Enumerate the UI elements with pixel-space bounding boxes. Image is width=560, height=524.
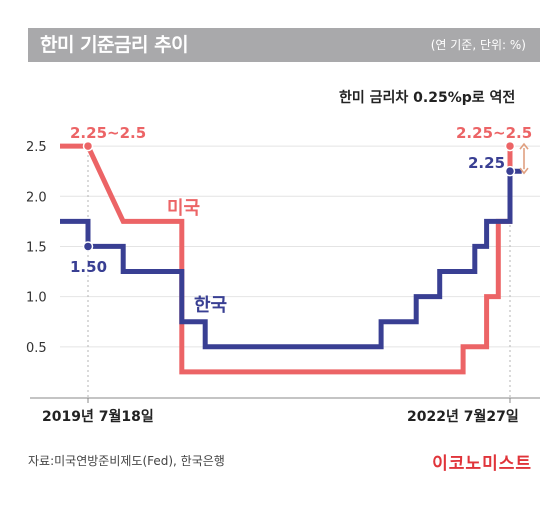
us-end-marker bbox=[504, 140, 516, 152]
gap-arrow-head-bottom bbox=[519, 167, 529, 175]
us-start-marker bbox=[82, 140, 94, 152]
brand-logo: 이코노미스트 bbox=[432, 454, 532, 474]
series-line-0 bbox=[60, 143, 513, 375]
y-tick-label: 2.5 bbox=[26, 140, 47, 155]
series-name-kr: 한국 bbox=[194, 295, 227, 316]
series-name-us: 미국 bbox=[167, 198, 200, 219]
header-bar bbox=[28, 28, 540, 62]
x-label-end: 2022년 7월27일 bbox=[407, 408, 519, 425]
kr-start-marker bbox=[82, 241, 94, 252]
annotation-text: 한미 금리차 0.25%p로 역전 bbox=[339, 89, 515, 106]
gap-arrow-head-top bbox=[519, 142, 529, 150]
y-tick-label: 1.5 bbox=[26, 240, 47, 255]
us-start-label: 2.25~2.5 bbox=[70, 124, 146, 142]
kr-end-label: 2.25 bbox=[468, 154, 505, 172]
x-label-start: 2019년 7월18일 bbox=[42, 408, 154, 425]
y-tick-label: 0.5 bbox=[26, 341, 47, 356]
source-note: 자료:미국연방준비제도(Fed), 한국은행 bbox=[28, 454, 225, 468]
kr-start-label: 1.50 bbox=[70, 258, 107, 276]
y-tick-label: 1.0 bbox=[26, 291, 47, 306]
unit-label: (연 기준, 단위: %) bbox=[430, 38, 526, 52]
series-line-1 bbox=[60, 168, 522, 350]
kr-end-marker bbox=[504, 165, 516, 177]
us-end-label: 2.25~2.5 bbox=[456, 124, 532, 142]
y-tick-label: 2.0 bbox=[26, 190, 47, 205]
chart-title: 한미 기준금리 추이 bbox=[40, 34, 189, 56]
